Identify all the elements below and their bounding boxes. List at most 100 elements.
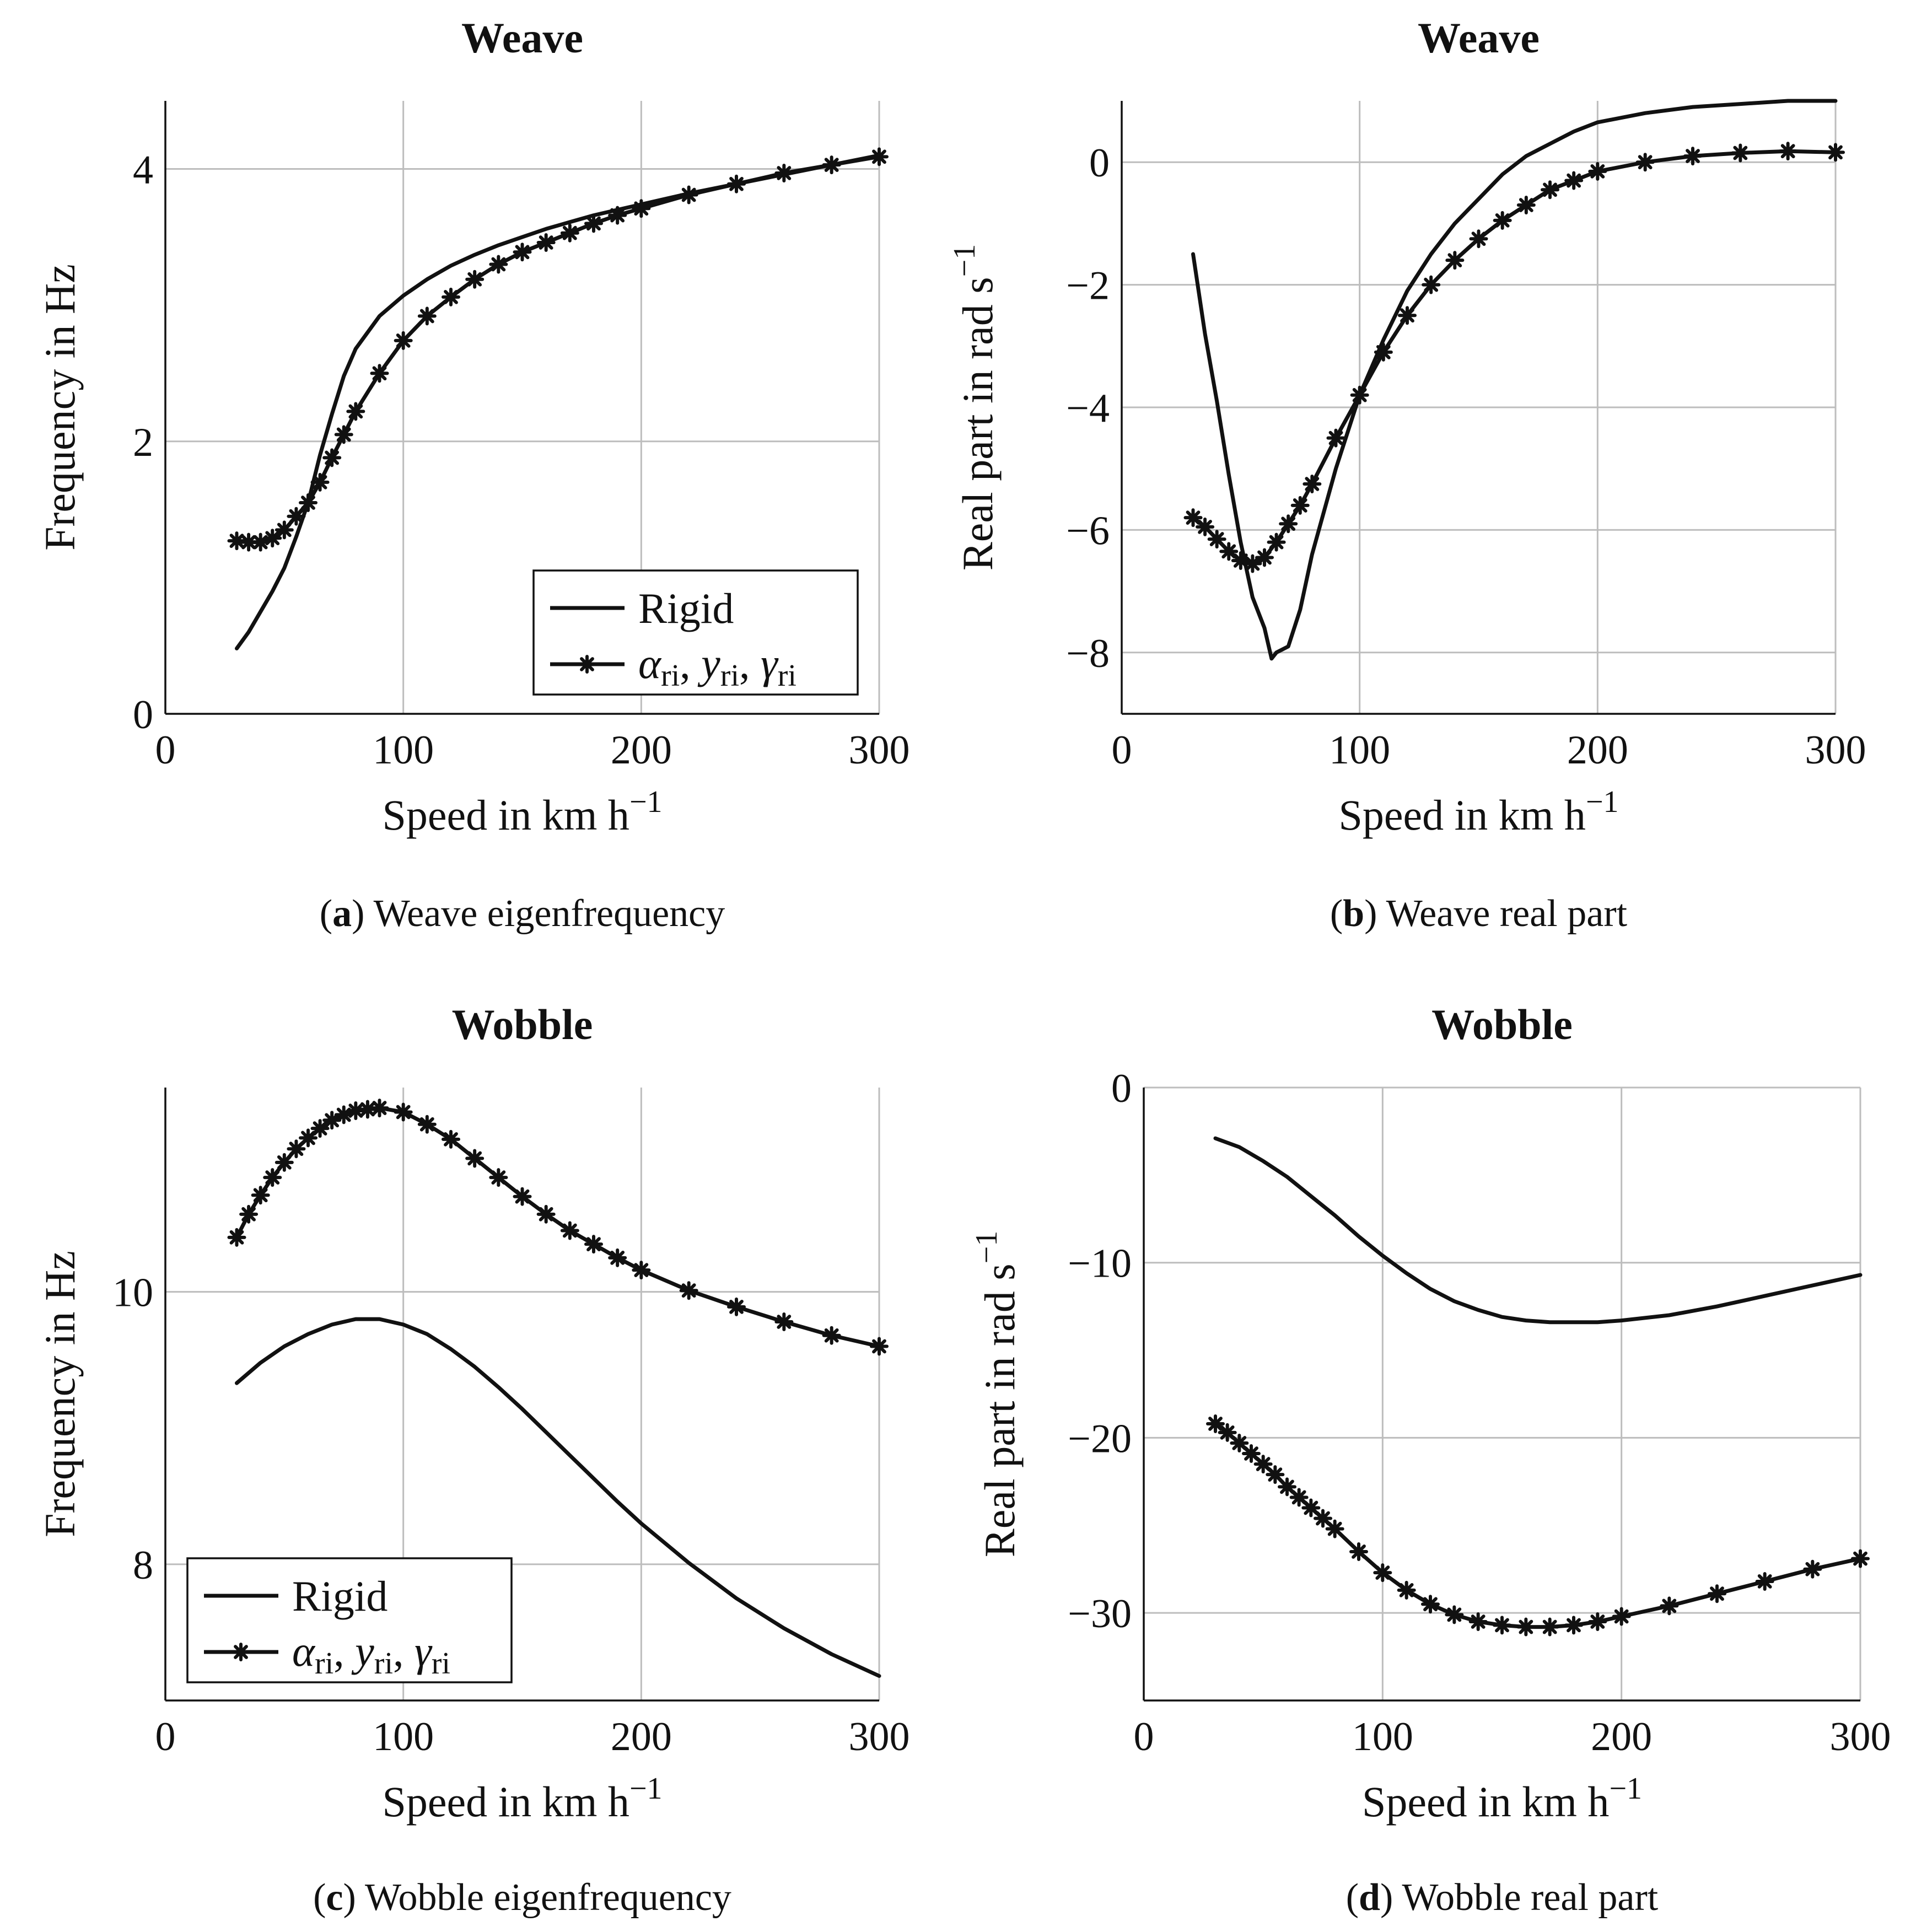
legend-box — [532, 569, 859, 696]
series-line — [1191, 149, 1838, 566]
data-point-marker — [1660, 1596, 1679, 1616]
data-point-marker — [1290, 496, 1310, 515]
x-tick-label: 300 — [1830, 1714, 1891, 1759]
data-point-marker — [465, 270, 485, 289]
data-point-marker — [1683, 147, 1702, 166]
data-point-marker — [1398, 306, 1417, 325]
y-tick-label: 0 — [133, 692, 153, 738]
x-tick-label: 0 — [155, 728, 176, 773]
data-point-marker — [774, 1312, 794, 1332]
data-point-marker — [1516, 1617, 1536, 1637]
data-point-marker — [346, 1101, 365, 1121]
data-point-marker — [1278, 1477, 1296, 1497]
x-tick-label: 100 — [1352, 1714, 1413, 1759]
series-line — [235, 154, 881, 545]
data-point-marker — [1445, 251, 1465, 270]
data-point-marker — [1303, 475, 1322, 493]
series-line — [1213, 1422, 1863, 1629]
data-point-marker — [822, 155, 841, 175]
data-point-marker — [1314, 1509, 1332, 1528]
x-tick-label: 100 — [1329, 728, 1390, 773]
data-point-marker — [251, 532, 270, 552]
data-point-marker — [489, 255, 508, 274]
data-point-marker — [1564, 1616, 1583, 1635]
data-point-marker — [1516, 196, 1536, 215]
data-point-marker — [465, 1149, 485, 1168]
legend: Rigid αri, yri, γri — [186, 1557, 513, 1683]
data-point-marker — [287, 507, 306, 526]
data-point-marker — [1468, 1612, 1488, 1632]
data-point-marker — [287, 1139, 306, 1159]
data-point-marker — [394, 1102, 413, 1122]
data-point-marker — [560, 223, 579, 243]
data-point-marker — [1349, 1542, 1368, 1561]
data-point-marker — [1755, 1572, 1774, 1591]
data-point-marker — [679, 1281, 698, 1300]
grid — [1122, 101, 1837, 714]
data-point-marker — [227, 1228, 246, 1247]
x-tick-label: 0 — [1134, 1714, 1154, 1759]
data-point-marker — [608, 206, 627, 225]
y-tick-label: −6 — [1066, 508, 1110, 553]
data-point-marker — [1635, 153, 1655, 172]
data-point-marker — [370, 364, 389, 383]
data-point-marker — [1350, 385, 1369, 405]
y-tick-label: 0 — [1111, 1066, 1132, 1111]
data-point-marker — [1445, 1605, 1464, 1624]
y-tick-label: −8 — [1066, 631, 1110, 676]
y-tick-label: −10 — [1068, 1241, 1132, 1287]
data-point-marker — [299, 493, 317, 512]
y-tick-label: −4 — [1066, 386, 1110, 431]
data-point-marker — [513, 1187, 532, 1206]
data-point-marker — [442, 287, 460, 306]
x-tick-label: 100 — [373, 728, 434, 773]
data-point-marker — [1493, 211, 1512, 230]
y-tick-label: 2 — [133, 420, 153, 465]
panel-caption: (a) Weave eigenfrequency — [320, 892, 725, 935]
data-point-marker — [1493, 1616, 1511, 1635]
chart-title: Weave — [1418, 14, 1540, 62]
data-point-marker — [1373, 1563, 1392, 1583]
data-point-marker — [1564, 171, 1584, 190]
y-tick-label: 8 — [133, 1543, 153, 1588]
data-point-marker — [370, 1099, 389, 1118]
data-point-marker — [1206, 1414, 1225, 1434]
series-line — [1213, 1136, 1863, 1325]
data-point-marker — [1279, 514, 1298, 534]
x-tick-label: 200 — [611, 728, 672, 773]
data-point-marker — [1196, 517, 1215, 536]
data-point-marker — [1778, 142, 1797, 161]
data-point-marker — [251, 1186, 270, 1205]
data-point-marker — [1230, 1433, 1249, 1452]
data-point-marker — [1374, 342, 1393, 362]
series-rigid — [235, 153, 881, 650]
panel-a: 0 100 200 300 0 2 4 Weave Speed in km h−1 Frequen… — [36, 14, 910, 935]
legend-label-rigid: Rigid — [292, 1572, 387, 1620]
x-tick-label: 0 — [155, 1714, 176, 1759]
chart-title: Wobble — [452, 1000, 593, 1048]
data-point-marker — [239, 1204, 259, 1224]
y-tick-label: −30 — [1068, 1591, 1132, 1637]
data-point-marker — [1183, 508, 1203, 528]
data-point-marker — [1421, 1595, 1440, 1614]
legend-label-flex: αri, yri, γri — [638, 639, 796, 693]
data-point-marker — [334, 425, 353, 444]
data-point-marker — [1326, 428, 1345, 448]
series-flexible — [1206, 1414, 1870, 1637]
y-axis-label: Real part in rad s−1 — [970, 1231, 1024, 1557]
data-point-marker — [1218, 1423, 1237, 1442]
data-point-marker — [1826, 143, 1845, 162]
data-point-marker — [536, 1204, 556, 1224]
data-point-marker — [1207, 530, 1226, 549]
panel-caption: (b) Weave real part — [1330, 892, 1628, 935]
series-rigid — [1213, 1136, 1863, 1325]
y-tick-label: −2 — [1066, 263, 1110, 309]
data-point-marker — [275, 520, 294, 540]
data-point-marker — [1289, 1488, 1309, 1507]
x-tick-label: 200 — [1591, 1714, 1652, 1759]
data-point-marker — [1231, 551, 1250, 570]
x-tick-label: 300 — [1805, 728, 1866, 773]
data-point-marker — [727, 1297, 746, 1316]
data-point-marker — [346, 402, 365, 421]
x-tick-label: 300 — [849, 1714, 910, 1759]
